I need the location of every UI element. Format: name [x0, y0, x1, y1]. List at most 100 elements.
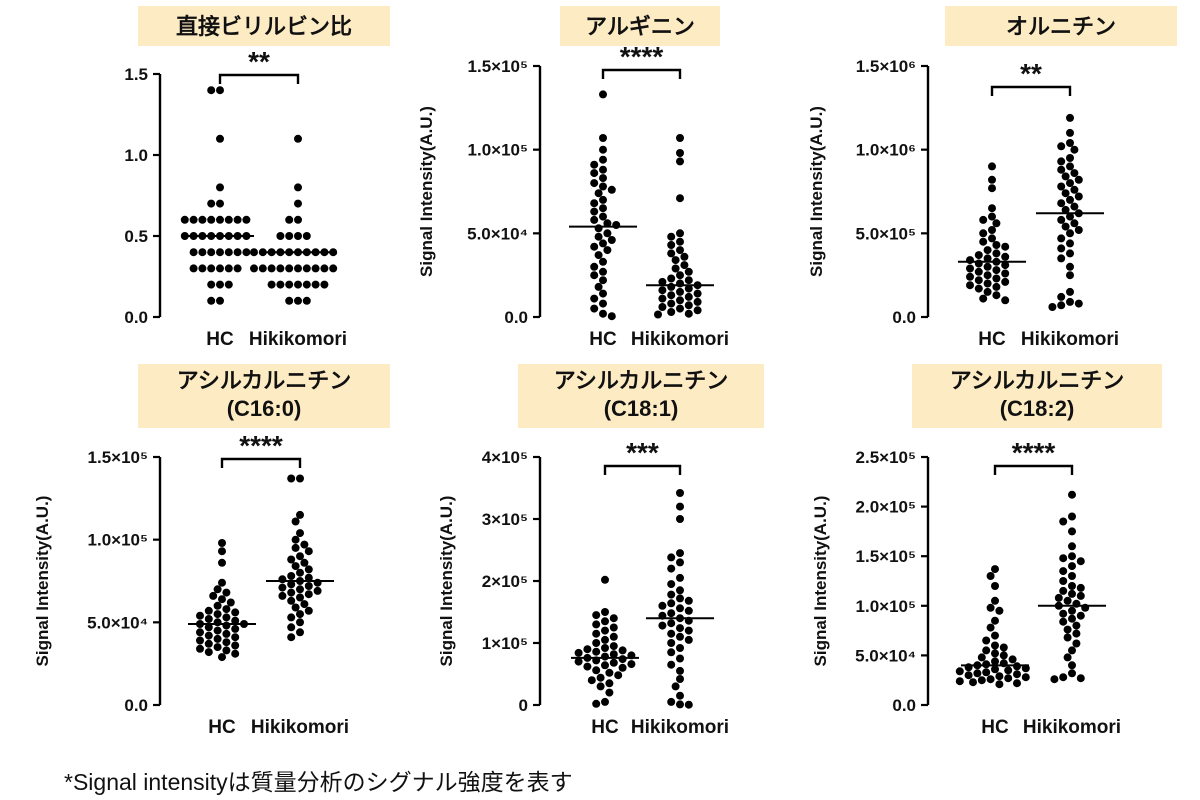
data-point — [658, 303, 667, 311]
data-point — [233, 264, 242, 273]
data-point — [667, 648, 676, 657]
data-point — [1057, 165, 1066, 174]
y-tick-label: 1.0×10⁵ — [88, 531, 148, 550]
data-point — [296, 610, 304, 619]
data-point — [667, 291, 676, 300]
data-point — [667, 564, 676, 573]
data-point — [276, 264, 285, 273]
data-point — [609, 614, 618, 623]
data-point — [313, 578, 322, 587]
data-point — [294, 280, 302, 289]
data-point — [979, 237, 988, 246]
data-point — [1057, 142, 1066, 151]
data-point — [1070, 219, 1079, 228]
data-point — [1066, 287, 1074, 296]
y-tick-label: 1×10⁵ — [482, 634, 528, 653]
data-point — [590, 242, 599, 251]
data-point — [296, 628, 304, 637]
data-point — [1066, 249, 1074, 258]
data-point — [1057, 301, 1066, 310]
data-point — [995, 680, 1004, 689]
data-point — [592, 666, 601, 675]
data-point — [302, 296, 311, 305]
chart-title-line: アルギニン — [585, 14, 695, 39]
data-point — [966, 264, 974, 273]
data-point — [222, 629, 231, 638]
data-point — [213, 643, 222, 652]
data-point — [207, 280, 216, 289]
y-tick-label: 5.0×10⁵ — [856, 224, 916, 243]
data-point — [991, 665, 999, 674]
data-point — [966, 272, 974, 281]
data-point — [607, 236, 616, 244]
data-point — [287, 633, 296, 642]
data-point — [605, 679, 614, 688]
data-point — [992, 241, 1001, 249]
data-point — [594, 224, 603, 233]
data-point — [676, 666, 684, 675]
data-point — [676, 237, 684, 246]
y-tick-label: 1.0×10⁵ — [856, 597, 916, 616]
data-point — [196, 644, 204, 653]
data-point — [329, 264, 338, 273]
data-point — [302, 232, 311, 240]
data-point — [1066, 262, 1074, 271]
data-point — [296, 568, 304, 577]
data-point — [583, 662, 592, 671]
y-tick-label: 0.0 — [124, 308, 148, 327]
data-point — [676, 594, 684, 603]
data-point — [676, 149, 684, 157]
data-point — [1066, 179, 1074, 188]
data-point — [966, 281, 974, 290]
data-point — [693, 289, 702, 298]
data-point — [1059, 586, 1068, 595]
data-point — [180, 232, 189, 240]
data-point — [222, 613, 231, 622]
data-point — [1068, 512, 1076, 521]
data-point — [1013, 670, 1021, 679]
data-point — [983, 271, 992, 280]
data-point — [231, 649, 240, 658]
data-point — [596, 673, 605, 682]
data-point — [1066, 297, 1074, 306]
data-point — [294, 134, 302, 143]
data-point — [676, 691, 684, 700]
data-point — [671, 264, 680, 273]
data-point — [667, 619, 676, 628]
data-point — [991, 616, 999, 625]
data-point — [296, 585, 304, 594]
data-point — [222, 638, 231, 647]
y-axis-label: Signal Intensity(A.U.) — [33, 496, 52, 667]
data-point — [667, 580, 676, 589]
data-point — [216, 199, 224, 208]
data-point — [291, 535, 300, 544]
x-category-label: Hikikomori — [1021, 329, 1119, 350]
data-point — [676, 134, 684, 142]
data-point — [599, 289, 607, 298]
x-category-label: Hikikomori — [1023, 717, 1121, 738]
data-point — [671, 256, 680, 265]
panel-1: 直接ビリルビン比 0.0 0.5 1.0 1.5 HC Hikikomori ** — [124, 6, 390, 350]
y-tick-label: 1.5×10⁵ — [88, 448, 148, 467]
x-category-label: HC — [206, 329, 234, 350]
data-point — [599, 145, 607, 154]
data-point — [601, 617, 609, 626]
data-point — [609, 623, 618, 632]
data-point — [258, 264, 267, 273]
data-point — [320, 280, 329, 289]
data-point — [964, 671, 973, 680]
data-point — [311, 264, 320, 273]
data-point — [988, 184, 996, 193]
data-point — [1059, 609, 1068, 618]
data-point — [974, 276, 983, 285]
data-point — [974, 284, 983, 293]
data-point — [278, 583, 287, 592]
data-point — [601, 608, 609, 616]
data-point — [1072, 629, 1081, 638]
data-point — [1076, 583, 1085, 592]
data-point — [285, 280, 294, 289]
x-category-label: HC — [981, 717, 1009, 738]
data-point — [667, 639, 676, 647]
data-point — [294, 232, 302, 240]
